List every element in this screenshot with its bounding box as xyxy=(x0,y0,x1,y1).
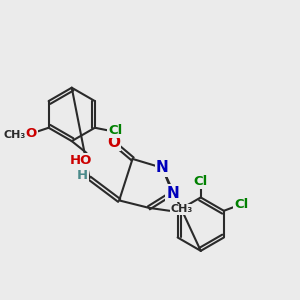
Text: N: N xyxy=(166,185,179,200)
Text: O: O xyxy=(25,127,37,140)
Text: N: N xyxy=(156,160,169,175)
Text: Cl: Cl xyxy=(194,175,208,188)
Text: H: H xyxy=(76,169,88,182)
Text: CH₃: CH₃ xyxy=(170,204,193,214)
Text: Cl: Cl xyxy=(235,198,249,212)
Text: HO: HO xyxy=(70,154,92,167)
Text: Cl: Cl xyxy=(109,124,123,137)
Text: O: O xyxy=(107,135,120,150)
Text: CH₃: CH₃ xyxy=(3,130,26,140)
